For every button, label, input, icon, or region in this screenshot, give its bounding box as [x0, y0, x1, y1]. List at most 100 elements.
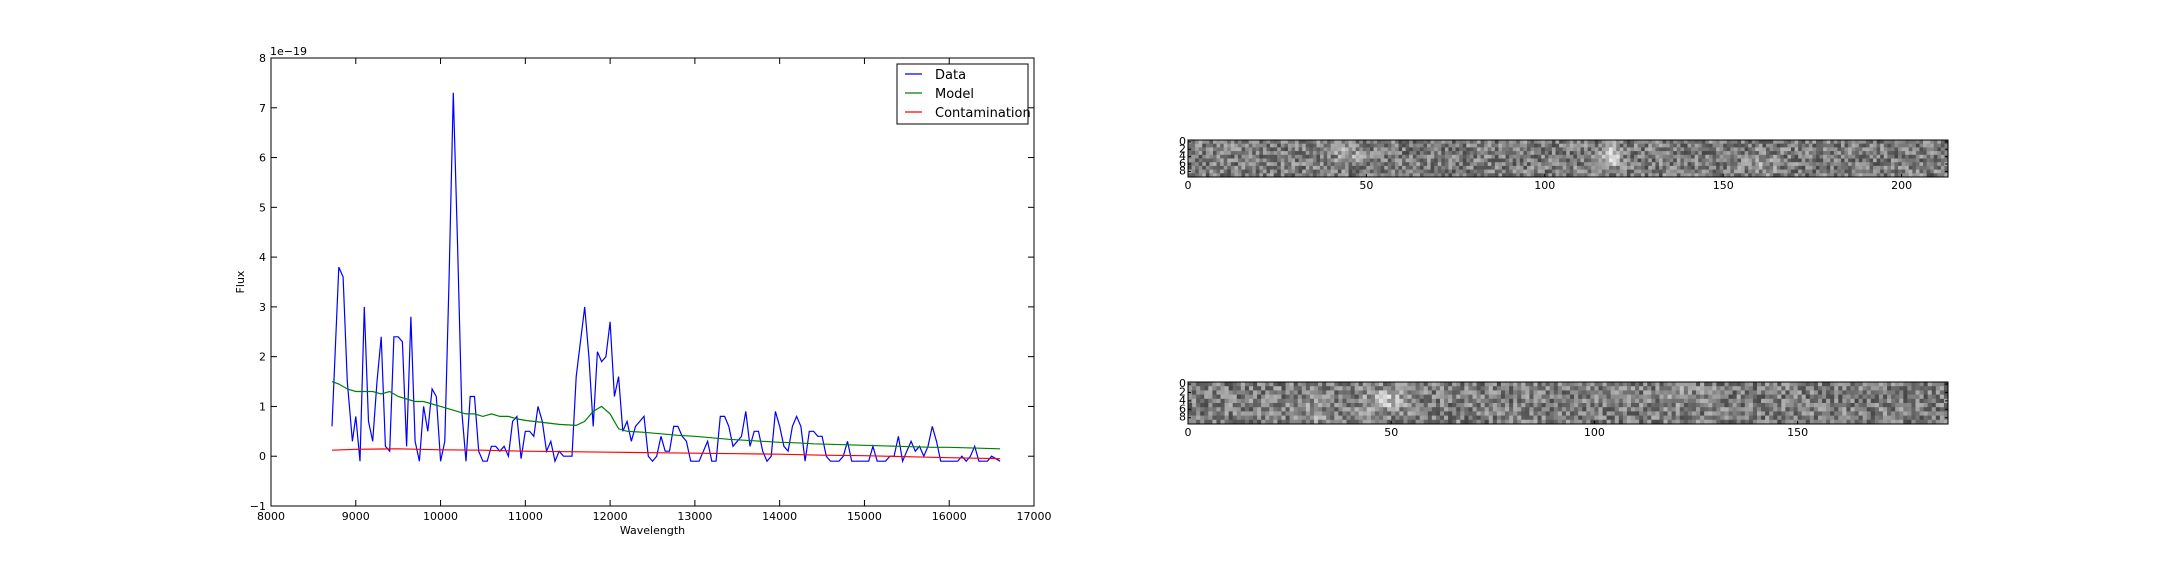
image-pixel — [1320, 169, 1324, 174]
image-pixel — [1594, 147, 1599, 152]
image-pixel — [1234, 154, 1239, 159]
image-pixel — [1598, 147, 1603, 152]
image-pixel — [1455, 162, 1460, 167]
image-pixel — [1866, 382, 1872, 387]
image-pixel — [1773, 407, 1778, 412]
image-pixel — [1798, 140, 1803, 145]
image-pixel — [1285, 415, 1290, 421]
image-pixel — [1732, 382, 1738, 387]
image-pixel — [1797, 419, 1803, 425]
image-pixel — [1437, 165, 1442, 170]
image-pixel — [1293, 419, 1299, 425]
image-pixel — [1762, 162, 1767, 167]
image-pixel — [1939, 398, 1945, 404]
image-pixel — [1793, 407, 1799, 412]
image-pixel — [1342, 382, 1347, 387]
image-pixel — [1399, 390, 1404, 395]
image-pixel — [1555, 140, 1560, 145]
image-pixel — [1659, 398, 1664, 404]
image-pixel — [1341, 173, 1346, 178]
image-pixel — [1566, 165, 1571, 170]
image-pixel — [1234, 169, 1239, 174]
image-pixel — [1430, 154, 1435, 159]
image-pixel — [1198, 158, 1203, 163]
image-pixel — [1487, 140, 1492, 145]
image-pixel — [1919, 140, 1924, 145]
image-pixel — [1295, 154, 1300, 159]
image-pixel — [1407, 403, 1412, 408]
image-pixel — [1719, 147, 1724, 152]
image-pixel — [1801, 398, 1807, 404]
y-axis-label: Flux — [234, 270, 247, 293]
image-pixel — [1526, 151, 1531, 156]
image-pixel — [1805, 158, 1810, 163]
image-pixel — [1338, 419, 1343, 425]
image-pixel — [1480, 411, 1486, 416]
image-pixel — [1473, 162, 1478, 167]
image-pixel — [1273, 140, 1278, 145]
image-pixel — [1901, 154, 1906, 159]
image-pixel — [1891, 411, 1896, 416]
image-pixel — [1609, 154, 1613, 159]
image-pixel — [1741, 165, 1746, 170]
image-pixel — [1570, 415, 1575, 421]
image-pixel — [1817, 398, 1823, 404]
image-pixel — [1434, 147, 1439, 152]
image-pixel — [1927, 390, 1933, 395]
image-pixel — [1500, 398, 1506, 404]
image-pixel — [1494, 154, 1499, 159]
image-pixel — [1391, 140, 1396, 145]
image-pixel — [1780, 143, 1785, 148]
image-pixel — [1565, 407, 1571, 412]
image-pixel — [1405, 173, 1410, 178]
image-pixel — [1915, 173, 1920, 178]
image-pixel — [1834, 382, 1839, 387]
image-pixel — [1423, 147, 1428, 152]
image-pixel — [1513, 398, 1518, 404]
image-pixel — [1434, 154, 1439, 159]
image-pixel — [1337, 154, 1342, 159]
image-pixel — [1402, 169, 1407, 174]
image-pixel — [1840, 151, 1845, 156]
image-pixel — [1598, 394, 1603, 400]
image-pixel — [1330, 173, 1335, 178]
image-pixel — [1562, 154, 1567, 159]
image-pixel — [1895, 398, 1900, 404]
image-pixel — [1730, 147, 1735, 152]
image-pixel — [1494, 151, 1499, 156]
image-pixel — [1245, 143, 1250, 148]
image-pixel — [1354, 386, 1360, 391]
image-pixel — [1691, 162, 1696, 167]
image-pixel — [1259, 140, 1264, 145]
image-pixel — [1366, 158, 1371, 163]
image-pixel — [1265, 394, 1270, 400]
image-pixel — [1887, 169, 1892, 174]
image-pixel — [1648, 151, 1653, 156]
image-pixel — [1244, 415, 1250, 421]
image-pixel — [1598, 403, 1603, 408]
image-pixel — [1469, 162, 1474, 167]
image-pixel — [1905, 140, 1910, 145]
image-pixel — [1374, 411, 1380, 416]
image-pixel — [1509, 169, 1514, 174]
image-pixel — [1551, 158, 1556, 163]
image-pixel — [1419, 147, 1424, 152]
image-pixel — [1452, 390, 1457, 395]
image-pixel — [1313, 403, 1319, 408]
image-pixel — [1472, 415, 1477, 421]
image-pixel — [1641, 147, 1646, 152]
y-tick-label: 6 — [259, 152, 266, 165]
image-pixel — [1680, 154, 1685, 159]
image-pixel — [1537, 407, 1542, 412]
x-tick-label: 11000 — [508, 510, 543, 523]
image-pixel — [1305, 162, 1310, 167]
image-pixel — [1680, 140, 1685, 145]
image-pixel — [1851, 165, 1856, 170]
image-pixel — [1409, 169, 1414, 174]
image-pixel — [1787, 158, 1792, 163]
image-pixel — [1894, 173, 1899, 178]
image-pixel — [1919, 382, 1925, 387]
image-pixel — [1865, 173, 1870, 178]
image-pixel — [1255, 158, 1260, 163]
image-pixel — [1789, 407, 1794, 412]
